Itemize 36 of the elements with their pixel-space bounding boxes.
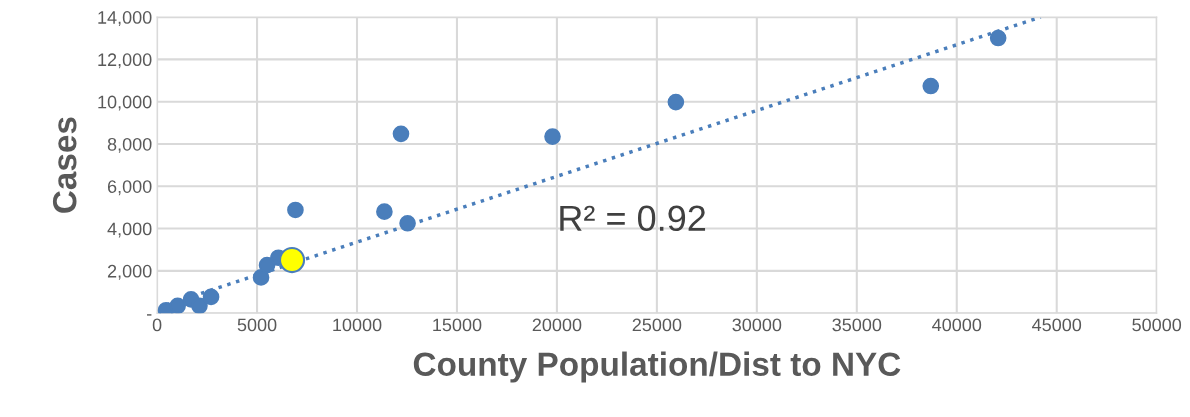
y-tick-label: - <box>147 314 152 316</box>
x-tick-label: 15000 <box>433 318 482 332</box>
x-tick-label: 45000 <box>1032 318 1082 332</box>
x-tick-label: 5000 <box>237 318 277 332</box>
point <box>258 256 276 274</box>
x-tick-label: 25000 <box>632 318 682 332</box>
x-tick-label: 0 <box>152 318 162 332</box>
point <box>376 203 393 220</box>
y-tick-label: 14,000 <box>98 11 152 26</box>
y-tick-label: 8,000 <box>107 137 152 153</box>
y-tick-label: 2,000 <box>107 264 152 280</box>
point <box>922 77 940 95</box>
point <box>399 214 416 232</box>
point <box>392 125 410 143</box>
y-axis-title: Cases <box>52 117 77 213</box>
x-tick-label: 35000 <box>832 318 882 332</box>
y-tick-label: 12,000 <box>98 53 152 69</box>
point <box>278 247 306 274</box>
point <box>191 297 208 314</box>
point <box>667 93 685 111</box>
point <box>287 201 304 219</box>
x-tick-label: 30000 <box>732 318 782 332</box>
x-axis-title: County Population/Dist to NYC <box>413 351 901 383</box>
y-tick-label: 10,000 <box>98 95 152 111</box>
point <box>989 29 1007 47</box>
point <box>252 269 270 286</box>
y-tick-label: 6,000 <box>107 180 152 196</box>
x-tick-label: 40000 <box>932 318 982 332</box>
annotation: R² = 0.92 <box>560 205 706 232</box>
point <box>544 128 561 145</box>
point <box>169 297 186 314</box>
y-tick-label: 4,000 <box>107 222 152 238</box>
x-tick-label: 50000 <box>1132 318 1182 332</box>
x-tick-label: 10000 <box>333 318 382 332</box>
x-tick-label: 20000 <box>532 318 582 332</box>
point <box>202 288 220 306</box>
